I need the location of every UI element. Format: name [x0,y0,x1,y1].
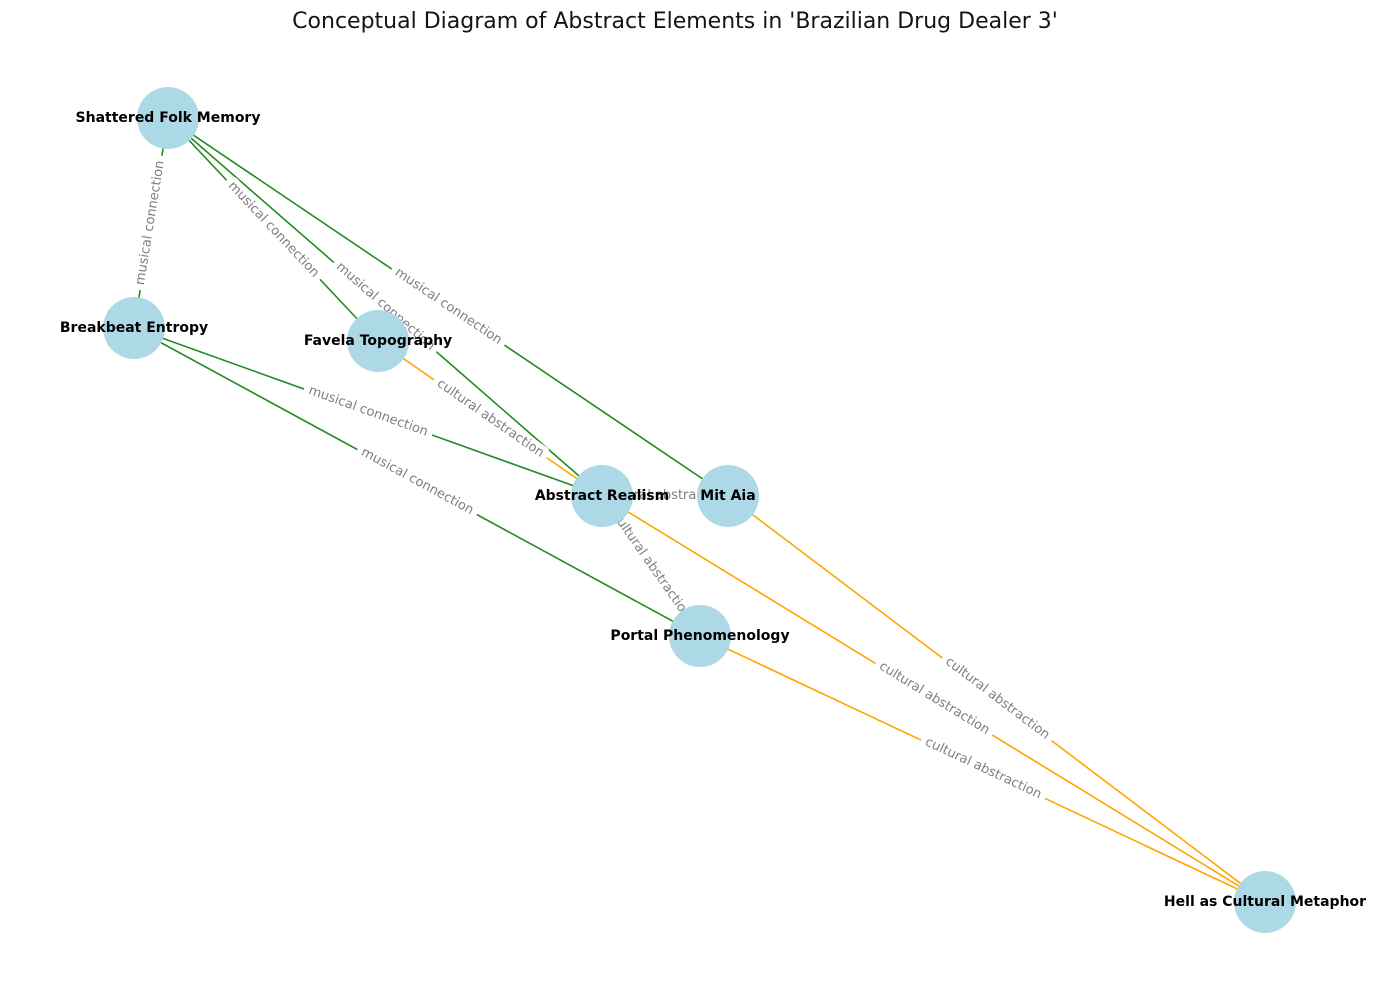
node-label-breakbeat_entropy: Breakbeat Entropy [59,320,209,336]
node-label-favela_topography: Favela Topography [303,333,453,349]
diagram-title: Conceptual Diagram of Abstract Elements … [292,9,1058,34]
node-portal_phenomenology [669,605,731,667]
node-label-mit_aia: Mit Aia [700,488,756,504]
node-label-shattered_folk_memory: Shattered Folk Memory [75,110,261,126]
node-favela_topography [347,310,409,372]
node-label-hell_as_cultural_metaphor: Hell as Cultural Metaphor [1163,894,1367,910]
node-label-portal_phenomenology: Portal Phenomenology [610,628,790,644]
node-abstract_realism [571,465,633,527]
node-hell_as_cultural_metaphor [1234,871,1296,933]
node-mit_aia [697,465,759,527]
node-label-abstract_realism: Abstract Realism [534,488,670,504]
node-shattered_folk_memory [137,87,199,149]
node-breakbeat_entropy [103,297,165,359]
